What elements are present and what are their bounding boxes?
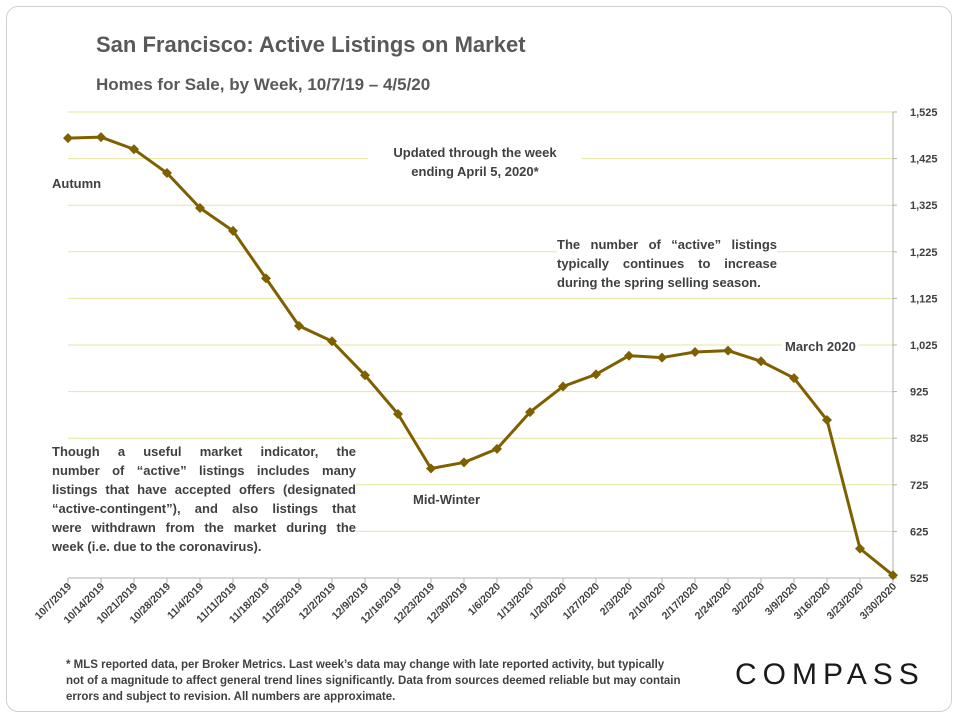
y-tick-label: 1,225	[910, 247, 938, 259]
x-tick-label: 1/27/2020	[561, 581, 603, 623]
annotation-spring-line3: during the spring selling season.	[557, 275, 761, 290]
data-point	[756, 356, 766, 367]
data-point	[723, 345, 733, 356]
annotation-note-line4: “active-contingent”), and also listings …	[52, 501, 356, 516]
y-tick-label: 725	[910, 480, 928, 492]
data-point	[789, 373, 799, 384]
data-point	[393, 408, 403, 419]
annotation-note-line1: Though a useful market indicator, the	[52, 444, 356, 459]
data-point	[195, 202, 205, 213]
data-point	[162, 168, 172, 179]
chart-subtitle: Homes for Sale, by Week, 10/7/19 – 4/5/2…	[96, 75, 431, 94]
annotation-note-line6: week (i.e. due to the coronavirus).	[52, 539, 262, 554]
annotation-autumn: Autumn	[52, 174, 102, 193]
data-point	[360, 370, 370, 381]
y-tick-label: 1,525	[910, 107, 938, 119]
y-tick-label: 525	[910, 573, 928, 585]
data-point	[558, 381, 568, 392]
chart-title: San Francisco: Active Listings on Market	[96, 32, 526, 57]
y-tick-label: 1,325	[910, 200, 938, 212]
x-tick-label: 3/30/2020	[858, 581, 900, 623]
data-point	[294, 320, 304, 331]
data-point	[855, 543, 865, 554]
annotation-march: March 2020	[782, 337, 859, 356]
y-axis: 1,525 1,425 1,325 1,225 1,125 1,025 925 825 725 6…	[892, 107, 938, 585]
data-point	[228, 225, 238, 236]
annotation-note-line2: number of “active” listings includes man…	[52, 463, 356, 478]
data-point	[888, 570, 898, 581]
data-point	[129, 144, 139, 155]
data-point	[525, 407, 535, 418]
annotation-note: Though a useful market indicator, the nu…	[52, 442, 356, 556]
data-point	[426, 463, 436, 474]
annotation-spring-line1: The number of “active” listings	[557, 237, 777, 252]
slide-border	[6, 6, 952, 712]
annotation-updated: Updated through the week ending April 5,…	[368, 143, 582, 181]
footnote-line2: not of a magnitude to affect general tre…	[66, 675, 681, 687]
data-point	[624, 350, 634, 361]
annotation-midwinter: Mid-Winter	[410, 490, 484, 509]
compass-logo: COMPASS	[735, 658, 925, 691]
annotation-updated-line1: Updated through the week	[393, 145, 557, 160]
x-axis: 10/7/201910/14/201910/21/201910/28/20191…	[33, 577, 900, 626]
data-point	[657, 352, 667, 363]
x-tick-label: 2/24/2020	[693, 581, 735, 623]
y-tick-label: 825	[910, 433, 928, 445]
footnote-line3: errors and subject to revision. All numb…	[66, 691, 396, 703]
y-tick-label: 625	[910, 526, 928, 538]
data-point	[63, 133, 73, 144]
footnote-line1: * MLS reported data, per Broker Metrics.…	[66, 659, 665, 671]
annotation-spring-line2: typically continues to increase	[557, 256, 777, 271]
annotation-note-line5: were withdrawn from the market during th…	[52, 520, 356, 535]
data-point	[822, 415, 832, 426]
y-tick-label: 1,125	[910, 293, 938, 305]
footnote: * MLS reported data, per Broker Metrics.…	[66, 657, 706, 705]
data-point	[591, 369, 601, 380]
data-point	[690, 346, 700, 357]
series-markers	[63, 132, 898, 581]
data-point	[492, 443, 502, 454]
annotation-note-line3: listings that have accepted offers (desi…	[52, 482, 356, 497]
data-point	[96, 132, 106, 143]
data-point	[459, 457, 469, 468]
annotation-spring: The number of “active” listings typicall…	[557, 235, 777, 292]
series-line	[67, 135, 894, 577]
y-tick-label: 1,025	[910, 340, 938, 352]
y-tick-label: 1,425	[910, 154, 938, 166]
y-tick-label: 925	[910, 387, 928, 399]
annotation-updated-line2: ending April 5, 2020*	[411, 164, 539, 179]
x-tick-label: 3/2/2020	[730, 581, 767, 618]
data-point	[261, 273, 271, 284]
data-point	[327, 336, 337, 347]
